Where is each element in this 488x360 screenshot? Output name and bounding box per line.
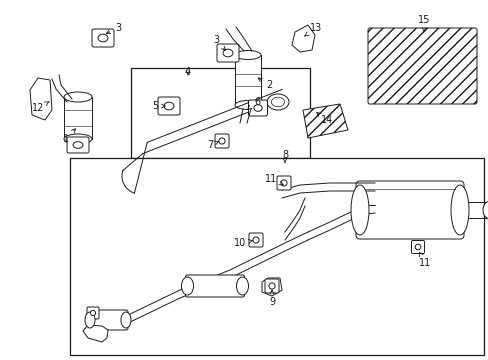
FancyBboxPatch shape <box>88 310 128 330</box>
Text: 4: 4 <box>184 67 191 77</box>
Bar <box>131 68 309 158</box>
Ellipse shape <box>235 50 261 59</box>
Text: 2: 2 <box>258 78 271 90</box>
Circle shape <box>219 138 224 144</box>
Polygon shape <box>30 78 52 120</box>
Bar <box>70 158 483 355</box>
FancyBboxPatch shape <box>355 181 463 239</box>
Polygon shape <box>303 104 347 138</box>
Ellipse shape <box>121 312 131 328</box>
FancyBboxPatch shape <box>248 233 263 247</box>
Text: 9: 9 <box>268 290 274 307</box>
Ellipse shape <box>64 134 92 144</box>
Ellipse shape <box>223 49 232 57</box>
Text: 12: 12 <box>32 102 49 113</box>
Text: 7: 7 <box>206 140 218 150</box>
Ellipse shape <box>253 105 262 111</box>
Ellipse shape <box>482 201 488 219</box>
Text: 15: 15 <box>417 15 429 31</box>
FancyBboxPatch shape <box>264 279 279 293</box>
Text: 11: 11 <box>418 252 430 268</box>
Text: 3: 3 <box>212 35 225 50</box>
Polygon shape <box>83 325 108 342</box>
Bar <box>64 97 92 139</box>
Circle shape <box>252 237 259 243</box>
Ellipse shape <box>235 100 261 109</box>
FancyBboxPatch shape <box>411 240 424 253</box>
FancyBboxPatch shape <box>92 29 114 47</box>
Bar <box>235 55 261 105</box>
Ellipse shape <box>85 312 95 328</box>
Ellipse shape <box>236 277 248 295</box>
Ellipse shape <box>450 185 468 235</box>
FancyBboxPatch shape <box>215 134 228 148</box>
Ellipse shape <box>64 92 92 102</box>
FancyBboxPatch shape <box>276 176 290 190</box>
Ellipse shape <box>98 34 108 42</box>
Text: 5: 5 <box>152 101 165 111</box>
Text: 10: 10 <box>233 238 252 248</box>
FancyBboxPatch shape <box>367 28 476 104</box>
Polygon shape <box>291 25 314 52</box>
FancyBboxPatch shape <box>248 100 267 116</box>
FancyBboxPatch shape <box>87 307 99 319</box>
Text: 13: 13 <box>304 23 322 36</box>
Text: 1: 1 <box>63 129 75 144</box>
FancyBboxPatch shape <box>185 275 244 297</box>
Text: 8: 8 <box>282 150 287 163</box>
Ellipse shape <box>163 102 174 110</box>
FancyBboxPatch shape <box>158 97 180 115</box>
Ellipse shape <box>266 94 288 110</box>
Circle shape <box>90 310 95 315</box>
Polygon shape <box>262 278 282 296</box>
Text: 11: 11 <box>264 174 283 185</box>
Ellipse shape <box>73 142 83 148</box>
Circle shape <box>414 244 420 250</box>
Text: 3: 3 <box>106 23 121 33</box>
Text: 14: 14 <box>316 113 332 125</box>
Ellipse shape <box>350 185 368 235</box>
Ellipse shape <box>271 97 284 107</box>
Ellipse shape <box>181 277 193 295</box>
Text: 6: 6 <box>247 97 260 109</box>
Circle shape <box>268 283 275 289</box>
FancyBboxPatch shape <box>217 44 239 62</box>
Circle shape <box>280 180 286 186</box>
FancyBboxPatch shape <box>67 137 89 153</box>
